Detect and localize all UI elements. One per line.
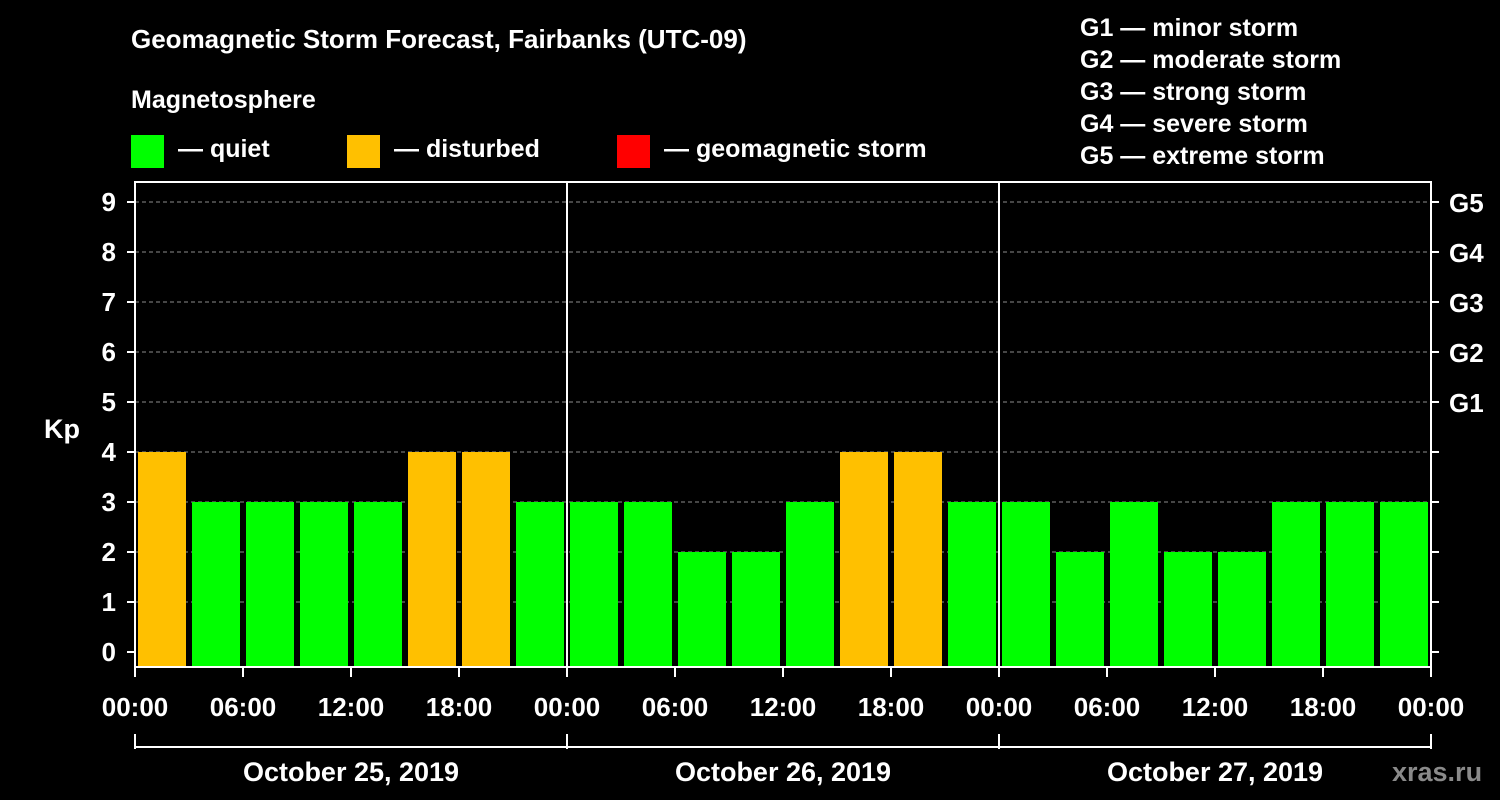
kp-bar-5 [408, 452, 456, 667]
x-tick-label-3: 18:00 [426, 692, 493, 722]
y-tick-label-2: 2 [102, 537, 116, 567]
legend-quiet-swatch [131, 135, 164, 168]
right-axis-label-g5: G5 [1449, 188, 1484, 218]
chart-title: Geomagnetic Storm Forecast, Fairbanks (U… [131, 24, 747, 54]
y-tick-label-0: 0 [102, 637, 116, 667]
kp-bar-19 [1164, 552, 1212, 667]
day-label-2: October 27, 2019 [1107, 757, 1323, 787]
kp-bar-14 [894, 452, 942, 667]
kp-bar-23 [1380, 502, 1428, 667]
x-tick-label-9: 06:00 [1074, 692, 1141, 722]
x-tick-label-4: 00:00 [534, 692, 601, 722]
y-tick-label-8: 8 [102, 237, 116, 267]
kp-bar-12 [786, 502, 834, 667]
x-tick-label-6: 12:00 [750, 692, 817, 722]
x-tick-label-5: 06:00 [642, 692, 709, 722]
storm-scale-g3: G3 — strong storm [1080, 78, 1307, 106]
x-tick-label-8: 00:00 [966, 692, 1033, 722]
y-tick-label-9: 9 [102, 187, 116, 217]
storm-scale-g4: G4 — severe storm [1080, 110, 1308, 138]
legend-heading: Magnetosphere [131, 86, 316, 114]
x-tick-label-2: 12:00 [318, 692, 385, 722]
x-tick-label-7: 18:00 [858, 692, 925, 722]
kp-bar-20 [1218, 552, 1266, 667]
y-tick-label-3: 3 [102, 487, 116, 517]
legend-storm-label: — geomagnetic storm [664, 135, 927, 163]
y-tick-label-1: 1 [102, 587, 116, 617]
x-tick-label-12: 00:00 [1398, 692, 1465, 722]
kp-bar-6 [462, 452, 510, 667]
y-tick-label-4: 4 [102, 437, 117, 467]
kp-bar-2 [246, 502, 294, 667]
y-tick-label-6: 6 [102, 337, 116, 367]
kp-bar-21 [1272, 502, 1320, 667]
right-axis-label-g1: G1 [1449, 388, 1484, 418]
kp-bar-18 [1110, 502, 1158, 667]
storm-scale-g2: G2 — moderate storm [1080, 46, 1342, 74]
watermark: xras.ru [1392, 757, 1483, 787]
x-tick-label-0: 00:00 [102, 692, 169, 722]
kp-bar-15 [948, 502, 996, 667]
storm-scale-g1: G1 — minor storm [1080, 14, 1299, 42]
day-label-1: October 26, 2019 [675, 757, 891, 787]
kp-bar-9 [624, 502, 672, 667]
right-axis-label-g2: G2 [1449, 338, 1484, 368]
legend-storm-swatch [617, 135, 650, 168]
kp-bar-13 [840, 452, 888, 667]
legend-disturbed-swatch [347, 135, 380, 168]
kp-bar-1 [192, 502, 240, 667]
x-tick-label-11: 18:00 [1290, 692, 1357, 722]
legend-quiet-label: — quiet [178, 135, 270, 163]
kp-bar-8 [570, 502, 618, 667]
y-tick-label-5: 5 [102, 387, 116, 417]
kp-bar-22 [1326, 502, 1374, 667]
kp-bar-7 [516, 502, 564, 667]
kp-bar-11 [732, 552, 780, 667]
x-tick-label-1: 06:00 [210, 692, 277, 722]
x-tick-label-10: 12:00 [1182, 692, 1249, 722]
storm-scale-g5: G5 — extreme storm [1080, 142, 1325, 170]
y-tick-label-7: 7 [102, 287, 116, 317]
legend-disturbed-label: — disturbed [394, 135, 540, 163]
right-axis-label-g4: G4 [1449, 238, 1484, 268]
y-axis-label: Kp [44, 414, 80, 444]
kp-bar-4 [354, 502, 402, 667]
right-axis-label-g3: G3 [1449, 288, 1484, 318]
day-label-0: October 25, 2019 [243, 757, 459, 787]
kp-bar-16 [1002, 502, 1050, 667]
kp-bar-3 [300, 502, 348, 667]
kp-bar-0 [138, 452, 186, 667]
kp-bar-17 [1056, 552, 1104, 667]
kp-bar-10 [678, 552, 726, 667]
